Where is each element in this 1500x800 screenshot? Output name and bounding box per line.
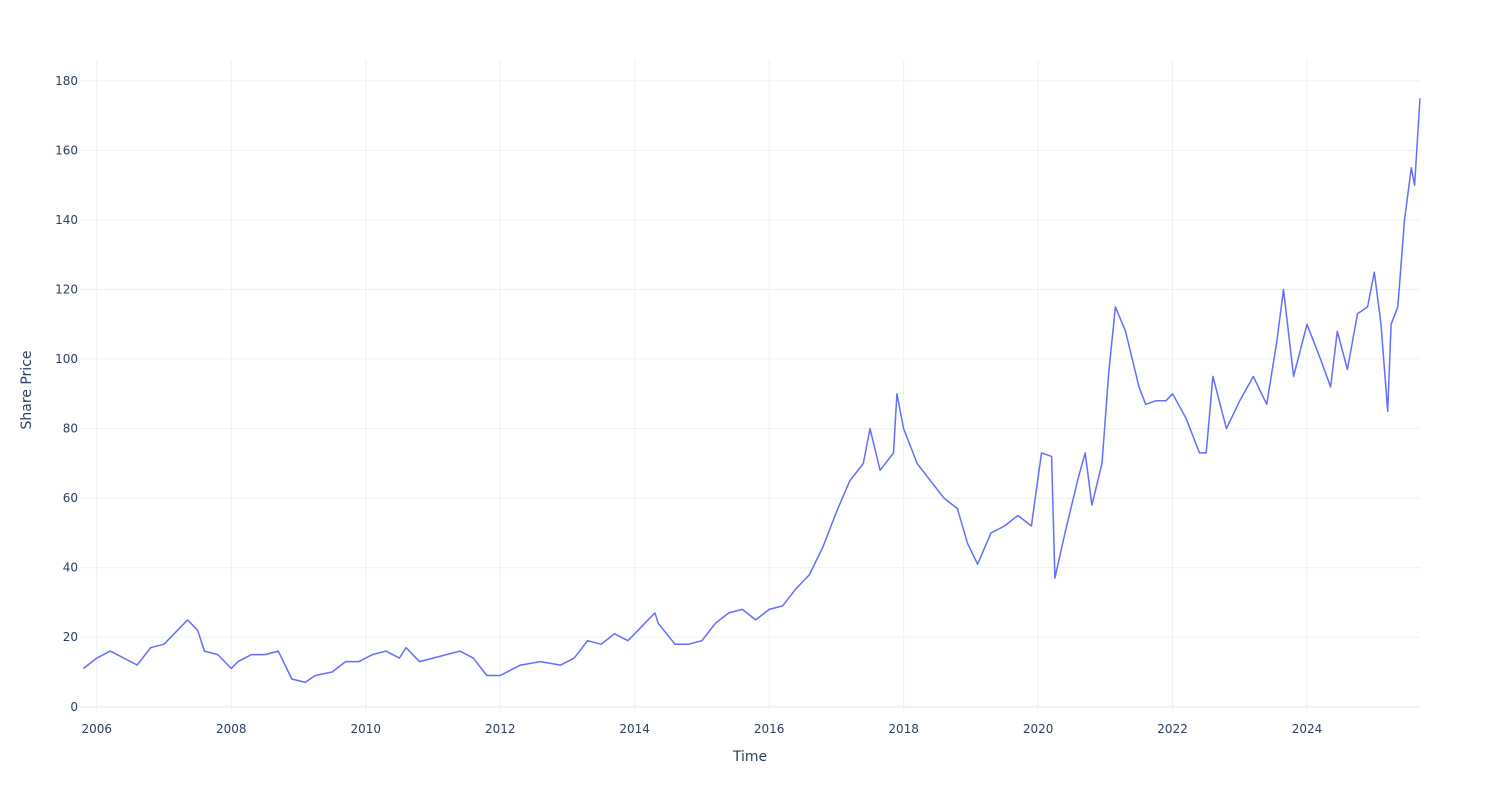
series-line bbox=[82, 98, 1421, 684]
x-tick-label: 2006 bbox=[82, 722, 113, 736]
y-tick-label: 60 bbox=[63, 491, 78, 505]
y-tick-label: 180 bbox=[55, 74, 78, 88]
y-axis-title: Share Price bbox=[19, 350, 35, 429]
x-tick-label: 2024 bbox=[1292, 722, 1323, 736]
x-axis-title: Time bbox=[732, 749, 767, 765]
y-tick-label: 40 bbox=[63, 561, 78, 575]
y-axis-ticks: 0 20 40 60 80 100 120 140 160 180 bbox=[55, 74, 78, 714]
y-tick-label: 120 bbox=[55, 283, 78, 297]
y-tick-label: 80 bbox=[63, 422, 78, 436]
grid-lines bbox=[80, 60, 1420, 712]
x-tick-label: 2010 bbox=[350, 722, 381, 736]
y-tick-label: 100 bbox=[55, 352, 78, 366]
y-tick-label: 0 bbox=[70, 700, 78, 714]
x-tick-label: 2022 bbox=[1157, 722, 1188, 736]
x-tick-label: 2012 bbox=[485, 722, 516, 736]
x-tick-label: 2018 bbox=[888, 722, 919, 736]
y-tick-label: 140 bbox=[55, 213, 78, 227]
x-tick-label: 2020 bbox=[1023, 722, 1054, 736]
x-axis-ticks: 2006 2008 2010 2012 2014 2016 2018 2020 2022 2024 bbox=[82, 722, 1323, 736]
x-tick-label: 2014 bbox=[619, 722, 650, 736]
x-tick-label: 2016 bbox=[754, 722, 785, 736]
y-tick-label: 20 bbox=[63, 630, 78, 644]
x-tick-label: 2008 bbox=[216, 722, 247, 736]
series-layer bbox=[82, 98, 1421, 684]
y-tick-label: 160 bbox=[55, 143, 78, 157]
